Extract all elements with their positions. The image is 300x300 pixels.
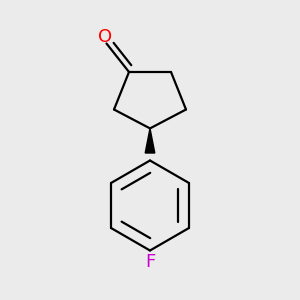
Polygon shape [145,128,155,153]
Text: F: F [145,253,155,271]
Text: O: O [98,28,112,46]
